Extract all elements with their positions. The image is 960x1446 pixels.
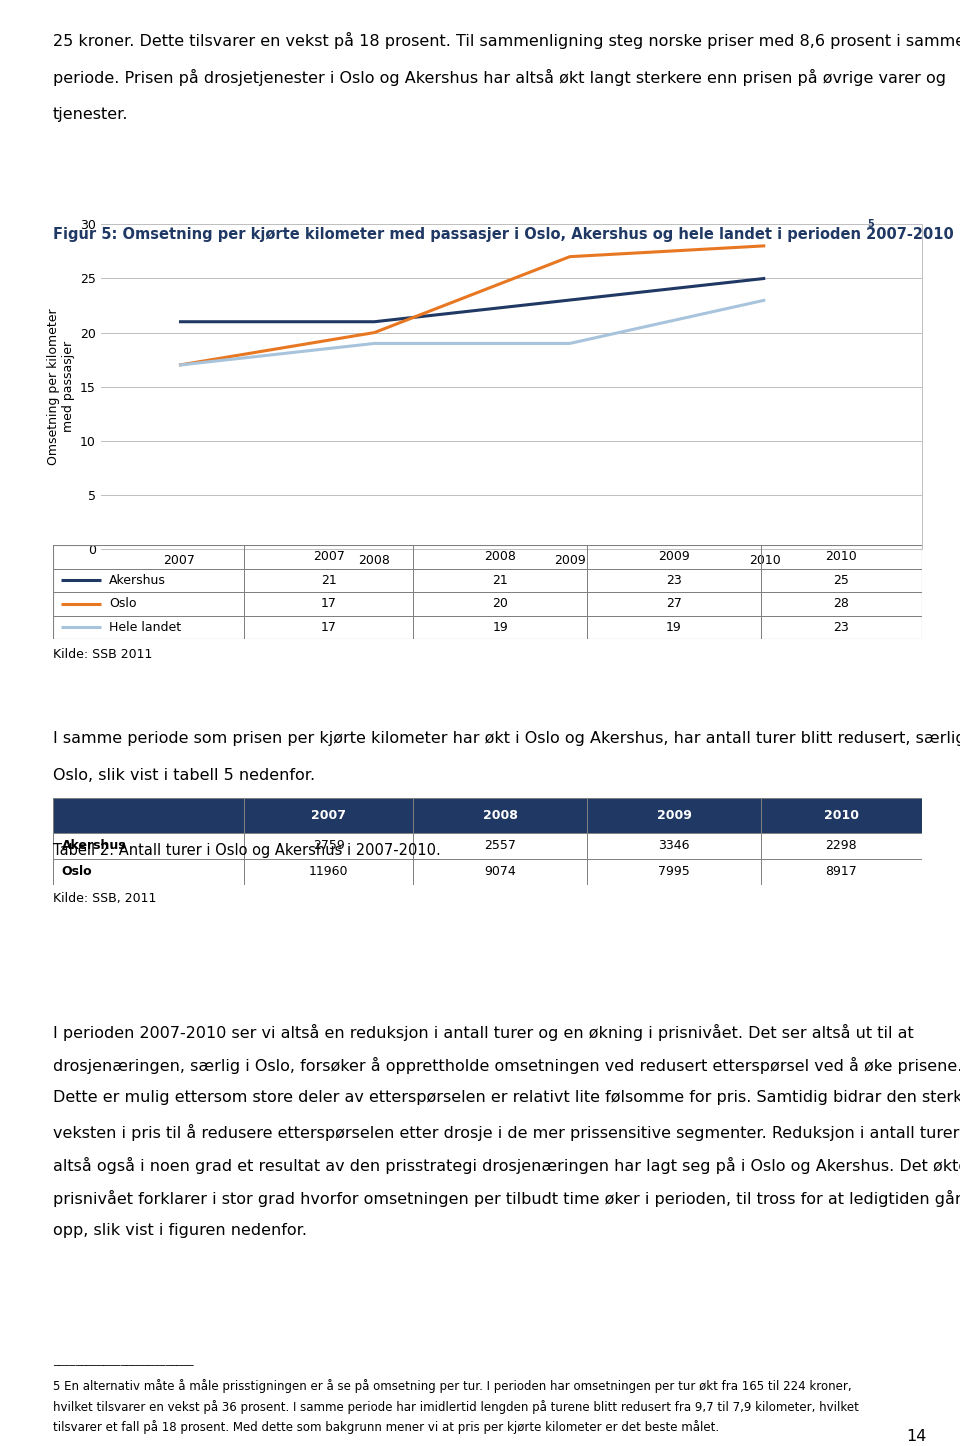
Text: Kilde: SSB 2011: Kilde: SSB 2011 [53,648,153,661]
Text: 23: 23 [666,574,682,587]
Text: 5 En alternativ måte å måle prisstigningen er å se på omsetning per tur. I perio: 5 En alternativ måte å måle prisstigning… [53,1379,852,1394]
Text: 17: 17 [321,597,337,610]
Polygon shape [244,859,414,885]
Text: Figur 5: Omsetning per kjørte kilometer med passasjer i Oslo, Akershus og hele l: Figur 5: Omsetning per kjørte kilometer … [53,227,953,243]
Polygon shape [53,859,244,885]
Text: 25 kroner. Dette tilsvarer en vekst på 18 prosent. Til sammenligning steg norske: 25 kroner. Dette tilsvarer en vekst på 1… [53,32,960,49]
Text: 28: 28 [833,597,850,610]
Text: opp, slik vist i figuren nedenfor.: opp, slik vist i figuren nedenfor. [53,1223,307,1238]
Text: Oslo: Oslo [61,866,92,878]
Polygon shape [244,833,414,859]
Text: 2010: 2010 [826,551,857,564]
Text: 2008: 2008 [483,810,517,821]
Text: 2759: 2759 [313,840,345,852]
Text: Kilde: SSB, 2011: Kilde: SSB, 2011 [53,892,156,905]
Text: prisnivået forklarer i stor grad hvorfor omsetningen per tilbudt time øker i per: prisnivået forklarer i stor grad hvorfor… [53,1190,960,1207]
Polygon shape [761,859,922,885]
Text: 2008: 2008 [484,551,516,564]
Text: 2557: 2557 [484,840,516,852]
Text: 2007: 2007 [311,810,347,821]
Text: 2007: 2007 [313,551,345,564]
Polygon shape [761,833,922,859]
Text: Tabell 2: Antall turer i Oslo og Akershus i 2007-2010.: Tabell 2: Antall turer i Oslo og Akershu… [53,843,441,859]
Y-axis label: Omsetning per kilometer
med passasjer: Omsetning per kilometer med passasjer [46,308,75,466]
Text: periode. Prisen på drosjetjenester i Oslo og Akershus har altså økt langt sterke: periode. Prisen på drosjetjenester i Osl… [53,69,946,87]
Text: altså også i noen grad et resultat av den prisstrategi drosjenæringen har lagt s: altså også i noen grad et resultat av de… [53,1157,960,1174]
Text: 8917: 8917 [826,866,857,878]
Polygon shape [588,798,761,833]
Text: I perioden 2007-2010 ser vi altså en reduksjon i antall turer og en økning i pri: I perioden 2007-2010 ser vi altså en red… [53,1024,914,1041]
Text: 23: 23 [833,620,849,633]
Text: 25: 25 [833,574,850,587]
Text: Akershus: Akershus [61,840,126,852]
Text: 2009: 2009 [657,810,691,821]
Text: 17: 17 [321,620,337,633]
Text: 9074: 9074 [485,866,516,878]
Text: 11960: 11960 [309,866,348,878]
Text: I samme periode som prisen per kjørte kilometer har økt i Oslo og Akershus, har : I samme periode som prisen per kjørte ki… [53,730,960,746]
Text: 20: 20 [492,597,508,610]
Polygon shape [588,859,761,885]
Text: Oslo, slik vist i tabell 5 nedenfor.: Oslo, slik vist i tabell 5 nedenfor. [53,768,315,784]
Text: _________________________: _________________________ [53,1356,193,1366]
Text: Akershus: Akershus [109,574,166,587]
Polygon shape [588,833,761,859]
Text: 19: 19 [492,620,508,633]
Polygon shape [53,798,244,833]
Text: 2010: 2010 [824,810,859,821]
Text: 21: 21 [321,574,337,587]
Polygon shape [414,833,588,859]
Text: tilsvarer et fall på 18 prosent. Med dette som bakgrunn mener vi at pris per kjø: tilsvarer et fall på 18 prosent. Med det… [53,1420,719,1434]
Text: veksten i pris til å redusere etterspørselen etter drosje i de mer prissensitive: veksten i pris til å redusere etterspørs… [53,1124,960,1141]
Text: tjenester.: tjenester. [53,107,129,121]
Text: 3346: 3346 [659,840,689,852]
Text: 27: 27 [666,597,682,610]
Polygon shape [761,798,922,833]
Polygon shape [414,859,588,885]
Text: 5: 5 [867,218,874,228]
Text: 14: 14 [906,1429,926,1443]
Text: hvilket tilsvarer en vekst på 36 prosent. I samme periode har imidlertid lengden: hvilket tilsvarer en vekst på 36 prosent… [53,1400,858,1414]
Text: Oslo: Oslo [109,597,136,610]
Text: Dette er mulig ettersom store deler av etterspørselen er relativt lite følsomme : Dette er mulig ettersom store deler av e… [53,1090,960,1105]
Text: 19: 19 [666,620,682,633]
Text: 7995: 7995 [659,866,690,878]
Polygon shape [53,833,244,859]
Text: drosjenæringen, særlig i Oslo, forsøker å opprettholde omsetningen ved redusert : drosjenæringen, særlig i Oslo, forsøker … [53,1057,960,1074]
Text: 2009: 2009 [659,551,690,564]
Text: 2298: 2298 [826,840,857,852]
Polygon shape [414,798,588,833]
Text: 21: 21 [492,574,508,587]
Text: Hele landet: Hele landet [109,620,181,633]
Polygon shape [244,798,414,833]
